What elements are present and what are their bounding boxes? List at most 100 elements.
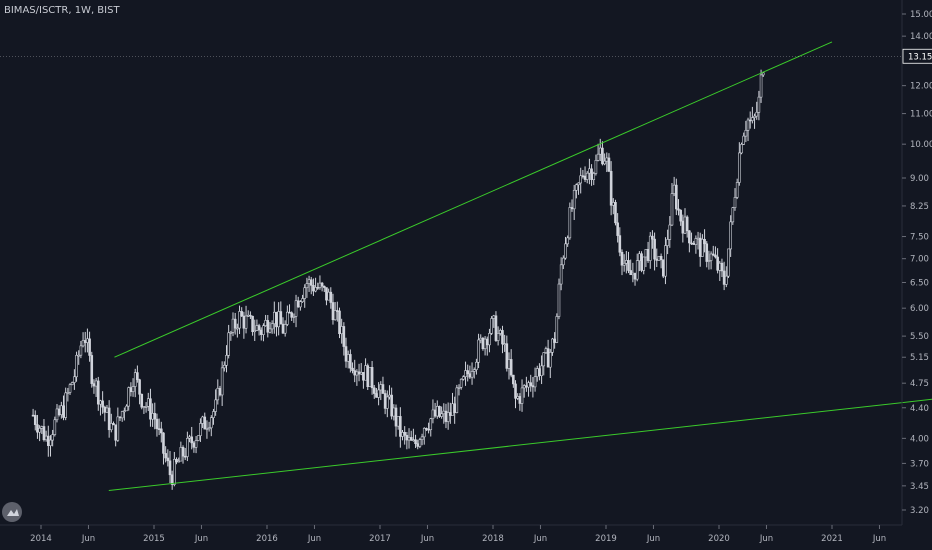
candle-body	[479, 337, 483, 341]
candle	[677, 199, 680, 216]
candle-body	[711, 253, 715, 256]
candle	[575, 183, 578, 199]
candle-body	[75, 355, 78, 378]
candle-body	[116, 416, 120, 441]
candle-body	[73, 376, 76, 383]
candle-body	[70, 382, 74, 385]
candle	[505, 335, 509, 372]
candle	[68, 383, 72, 395]
candle-body	[264, 320, 267, 326]
candle-body	[223, 364, 226, 369]
candle-body	[331, 302, 335, 321]
candle-body	[188, 436, 191, 439]
candle	[338, 307, 341, 339]
candle-body	[379, 384, 383, 391]
time-tick-label: Jun	[872, 534, 886, 544]
candle-body	[370, 367, 374, 389]
candle-body	[92, 383, 96, 387]
candle-body	[359, 372, 363, 375]
time-axis[interactable]: 2014 Jun 2015 Jun 2016 Jun 2017 Jun 2018 Jun 2019 J…	[0, 524, 902, 544]
candle	[572, 184, 576, 221]
candle	[714, 246, 717, 259]
candle	[694, 235, 698, 254]
candle	[203, 412, 207, 430]
candle	[427, 422, 430, 434]
candle-body	[620, 251, 624, 266]
candle-body	[725, 275, 728, 285]
candle	[344, 337, 348, 368]
time-tick-label: 2019	[595, 534, 617, 544]
candle-body	[166, 457, 170, 462]
candle	[729, 215, 732, 257]
candle-body	[53, 419, 57, 435]
price-axis[interactable]: 15.00 14.00 12.00 11.00 10.00 9.00 8.25 7.50 7.0…	[0, 0, 932, 525]
candle-body	[757, 96, 761, 113]
candle	[670, 183, 674, 227]
candle	[538, 363, 541, 381]
candle	[466, 364, 470, 382]
candle	[399, 407, 402, 448]
candle-body	[433, 409, 437, 417]
candle-body	[453, 403, 456, 413]
candle	[99, 399, 102, 416]
candle	[75, 351, 78, 382]
candle-body	[283, 324, 287, 334]
candle-body	[266, 320, 270, 333]
candle-body	[533, 376, 537, 388]
candle	[49, 435, 52, 457]
candle	[464, 361, 467, 386]
candle	[207, 421, 211, 432]
candle-body	[47, 435, 50, 446]
candle-body	[44, 435, 48, 441]
candle-body	[625, 260, 628, 264]
candle	[692, 240, 696, 245]
candle	[136, 365, 139, 383]
candle	[259, 327, 263, 341]
candle	[494, 311, 498, 342]
candle	[288, 304, 291, 314]
candle	[42, 419, 46, 442]
candle-body	[407, 437, 411, 441]
candle	[472, 367, 476, 379]
candle	[683, 208, 687, 234]
candle-body	[722, 270, 726, 285]
candle-body	[227, 332, 230, 356]
candle-body	[94, 380, 98, 387]
candle-body	[270, 323, 274, 330]
candle	[418, 437, 422, 449]
candle-body	[201, 416, 204, 424]
candle	[303, 284, 307, 308]
candle	[281, 317, 285, 334]
candle-body	[427, 428, 430, 431]
candle	[520, 379, 524, 412]
candle	[616, 213, 619, 243]
candle-body	[751, 117, 754, 121]
candle	[751, 106, 754, 124]
candle	[657, 255, 661, 261]
candle-body	[472, 369, 476, 372]
candle-body	[194, 440, 198, 448]
candle-body	[527, 382, 530, 388]
candle	[603, 153, 606, 166]
candle	[294, 294, 298, 328]
candle-body	[240, 311, 244, 317]
tradingview-logo-icon[interactable]	[2, 502, 22, 522]
candle	[622, 254, 626, 272]
candle	[209, 415, 213, 437]
candle	[151, 403, 154, 427]
candle	[514, 380, 517, 409]
candle	[372, 384, 376, 399]
candle-body	[138, 379, 141, 395]
candle	[440, 406, 443, 419]
candle	[516, 393, 519, 401]
candle-body	[327, 291, 330, 301]
candle	[83, 331, 87, 353]
candle-body	[405, 435, 409, 441]
candle	[305, 277, 309, 298]
candle	[585, 170, 589, 184]
candle-body	[627, 260, 630, 271]
candle-body	[420, 436, 424, 440]
candle-body	[114, 424, 117, 441]
candle-body	[90, 355, 94, 384]
